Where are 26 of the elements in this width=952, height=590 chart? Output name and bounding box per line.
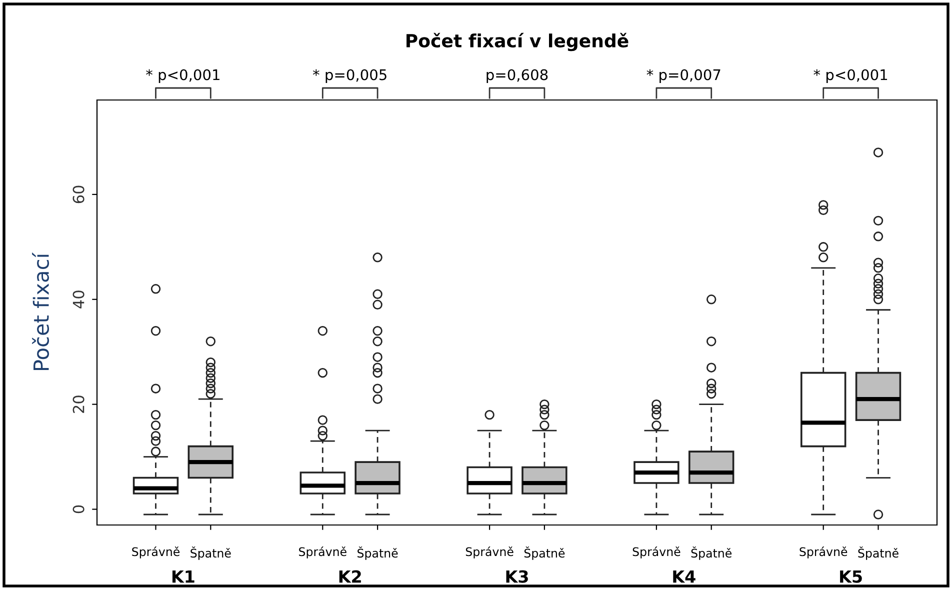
text: * p<0,001: [814, 69, 888, 84]
x-tick-label: Správně: [632, 546, 680, 558]
x-tick-label: Špatně: [691, 546, 732, 560]
text: K1: [172, 570, 194, 583]
x-tick-label: Správně: [800, 546, 848, 558]
y-tick-label: 60: [72, 186, 84, 204]
chart-title: Počet fixací v legendě: [406, 32, 628, 52]
y-tick-label: 20: [72, 396, 84, 413]
y-axis-title: Počet fixací: [32, 252, 50, 370]
text: K5: [840, 570, 862, 583]
text: K4: [673, 570, 696, 583]
text: K3: [506, 570, 528, 583]
text: K2: [339, 570, 361, 583]
x-tick-label: Správně: [132, 546, 180, 558]
y-tick-label: 40: [72, 290, 84, 308]
x-tick-label: Správně: [299, 546, 346, 558]
x-tick-label: Špatně: [524, 546, 565, 560]
text: * p=0,007: [646, 69, 720, 84]
text: p=0,608: [486, 69, 548, 84]
x-tick-label: Špatně: [858, 546, 898, 560]
x-tick-label: Správně: [466, 546, 514, 558]
text: * p<0,001: [146, 69, 220, 84]
y-tick-label: 0: [72, 505, 84, 514]
x-tick-label: Špatně: [190, 546, 231, 560]
text: * p=0,005: [312, 69, 386, 84]
x-tick-label: Špatně: [358, 546, 398, 560]
